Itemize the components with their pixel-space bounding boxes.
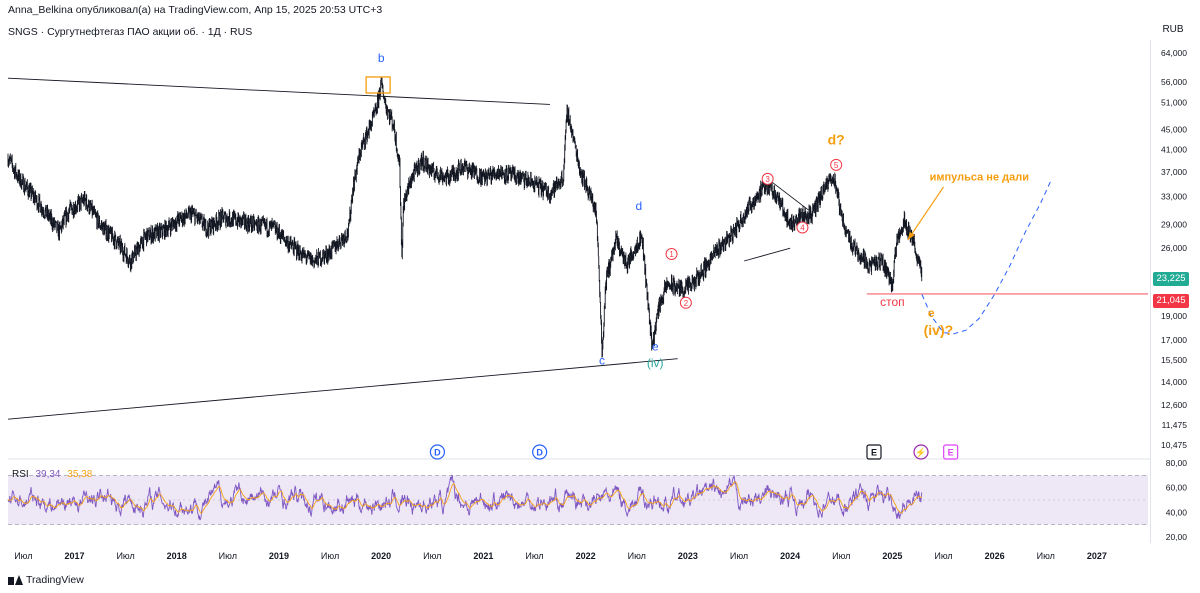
trendline: [907, 186, 945, 241]
symbol-title[interactable]: SNGS · Сургутнефтегаз ПАО акции об. · 1Д…: [8, 26, 253, 38]
circled-wave-number: 3: [765, 175, 770, 184]
time-tick-label: 2017: [64, 551, 84, 561]
dividend-letter: D: [434, 448, 441, 458]
wave-label: c: [599, 353, 605, 367]
split-icon: ⚡: [915, 447, 926, 459]
time-tick-label: Июл: [116, 551, 134, 561]
dividend-marker: [532, 444, 548, 460]
price-tick-label: 37,000: [1161, 167, 1187, 177]
earnings-letter: E: [871, 448, 877, 458]
time-tick-label: Июл: [321, 551, 339, 561]
price-tick-label: 45,000: [1161, 124, 1187, 134]
split-marker: [913, 444, 929, 460]
rsi-line: [7, 474, 923, 521]
time-tick-label: Июл: [14, 551, 32, 561]
tradingview-logo-icon: [8, 575, 23, 585]
wave-label: импульса не дали: [930, 172, 1029, 184]
wave-label: (iv)?: [924, 322, 954, 338]
rsi-legend[interactable]: RSI 39,34 35,38: [12, 469, 92, 480]
trendline: [7, 77, 550, 105]
price-tick-label: 14,000: [1161, 377, 1187, 387]
annotation-arrowhead: [907, 231, 915, 240]
price-tick-label: 19,000: [1161, 311, 1187, 321]
price-tick-label: 33,000: [1161, 192, 1187, 202]
time-tick-label: 2024: [780, 551, 800, 561]
wave-label: e: [652, 340, 659, 354]
publisher-line: Anna_Belkina опубликовал(а) на TradingVi…: [8, 4, 383, 16]
wave-label: b: [378, 51, 385, 65]
rsi-name: RSI: [12, 469, 29, 480]
tradingview-brand: TradingView: [26, 574, 84, 586]
price-tick-label: 11,475: [1162, 420, 1188, 430]
price-axis-border: [1150, 40, 1151, 543]
circled-wave-number: 4: [800, 224, 805, 233]
rsi-ma-value: 35,38: [67, 469, 93, 480]
price-tick-label: 29,000: [1161, 219, 1187, 229]
rsi-ma-line: [7, 481, 923, 515]
time-tick-label: Июл: [628, 551, 646, 561]
earnings-marker: [943, 444, 959, 460]
time-tick-label: 2025: [882, 551, 902, 561]
price-tick-label: 17,000: [1161, 335, 1187, 345]
currency-button[interactable]: RUB: [1162, 24, 1184, 35]
time-tick-label: Июл: [423, 551, 441, 561]
trendline: [771, 181, 809, 211]
time-tick-label: Июл: [525, 551, 543, 561]
price-tick-label: 26,000: [1161, 243, 1187, 253]
price-tick-label: 56,000: [1161, 77, 1187, 87]
trendline: [744, 247, 791, 262]
time-tick-label: 2021: [473, 551, 493, 561]
earnings-marker: [866, 444, 882, 460]
circled-wave-number: 5: [834, 161, 839, 170]
time-tick-label: Июл: [1037, 551, 1055, 561]
wave-label: стоп: [880, 295, 905, 309]
circled-wave-marker: [679, 296, 692, 309]
price-tick-label: 10,475: [1161, 440, 1187, 450]
earnings-letter: E: [948, 448, 954, 458]
stop-price-badge: 21,045: [1153, 294, 1189, 308]
time-tick-label: Июл: [832, 551, 850, 561]
tradingview-logo[interactable]: TradingView: [8, 574, 84, 586]
price-tick-label: 41,000: [1161, 145, 1187, 155]
dividend-letter: D: [536, 448, 543, 458]
circled-wave-marker: [761, 172, 774, 185]
time-tick-label: 2022: [576, 551, 596, 561]
trendline: [7, 358, 678, 420]
wave-label: e: [928, 306, 935, 320]
time-tick-label: 2020: [371, 551, 391, 561]
time-tick-label: 2027: [1087, 551, 1107, 561]
circled-wave-marker: [665, 248, 678, 261]
rsi-tick-label: 40,00: [1166, 507, 1188, 517]
wave-label: d?: [828, 131, 845, 147]
projection-line: [921, 180, 1052, 335]
wave-label: (iv): [647, 356, 664, 370]
price-tick-label: 15,500: [1161, 355, 1187, 365]
circled-wave-marker: [796, 221, 809, 234]
price-series: [7, 77, 923, 358]
time-tick-label: 2018: [167, 551, 187, 561]
circled-wave-number: 2: [684, 299, 689, 308]
rsi-tick-label: 60,00: [1166, 483, 1188, 493]
circled-wave-marker: [830, 158, 843, 171]
price-tick-label: 64,000: [1161, 48, 1187, 58]
rsi-tick-label: 80,00: [1166, 458, 1188, 468]
rsi-value: 39,34: [35, 469, 61, 480]
rsi-tick-label: 20,00: [1166, 532, 1188, 542]
time-tick-label: Июл: [730, 551, 748, 561]
wave-b-highlight: [365, 76, 391, 94]
price-tick-label: 51,000: [1161, 97, 1187, 107]
time-tick-label: Июл: [934, 551, 952, 561]
time-tick-label: 2026: [985, 551, 1005, 561]
circled-wave-number: 1: [669, 250, 674, 259]
time-tick-label: Июл: [219, 551, 237, 561]
time-tick-label: 2019: [269, 551, 289, 561]
time-tick-label: 2023: [678, 551, 698, 561]
price-tick-label: 12,600: [1161, 400, 1187, 410]
dividend-marker: [429, 444, 446, 460]
wave-label: d: [635, 199, 642, 213]
last-price-badge: 23,225: [1153, 272, 1189, 286]
